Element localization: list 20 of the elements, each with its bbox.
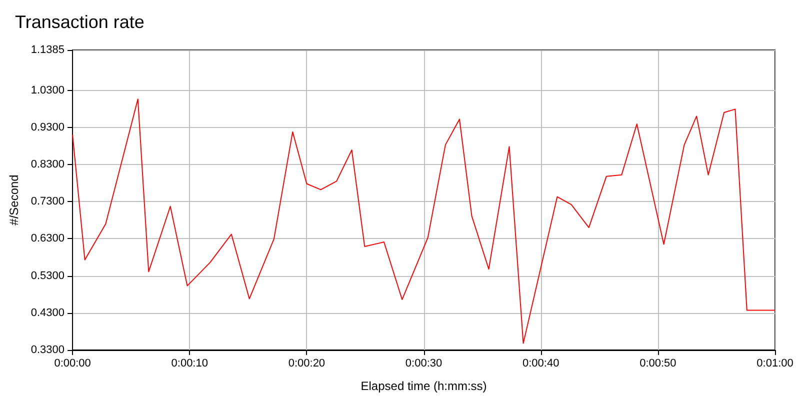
x-tick-label: 0:00:50 <box>640 358 676 370</box>
y-tick-label: 0.8300 <box>30 158 65 170</box>
x-tick-label: 0:00:40 <box>522 358 560 370</box>
x-tick-label: 0:01:00 <box>756 358 794 370</box>
y-tick-label: 1.0300 <box>30 84 65 96</box>
y-tick-label: 1.1385 <box>30 44 65 56</box>
x-tick-label: 0:00:20 <box>288 358 326 370</box>
line-series <box>72 98 776 344</box>
y-tick-label: 0.3300 <box>30 344 65 356</box>
y-tick-label: 0.5300 <box>30 270 65 282</box>
x-tick-label: 0:00:10 <box>171 358 208 370</box>
x-tick-label: 0:00:00 <box>54 358 91 370</box>
x-axis-title: Elapsed time (h:mm:ss) <box>360 379 487 393</box>
y-tick-label: 0.9300 <box>30 121 65 134</box>
y-axis-title: #/Second <box>7 174 21 226</box>
y-tick-label: 0.4300 <box>30 306 65 319</box>
y-tick-label: 0.6300 <box>30 232 65 245</box>
x-tick-label: 0:00:30 <box>405 358 442 370</box>
chart-title: Transaction rate <box>15 12 144 32</box>
y-tick-label: 0.7300 <box>30 196 65 208</box>
